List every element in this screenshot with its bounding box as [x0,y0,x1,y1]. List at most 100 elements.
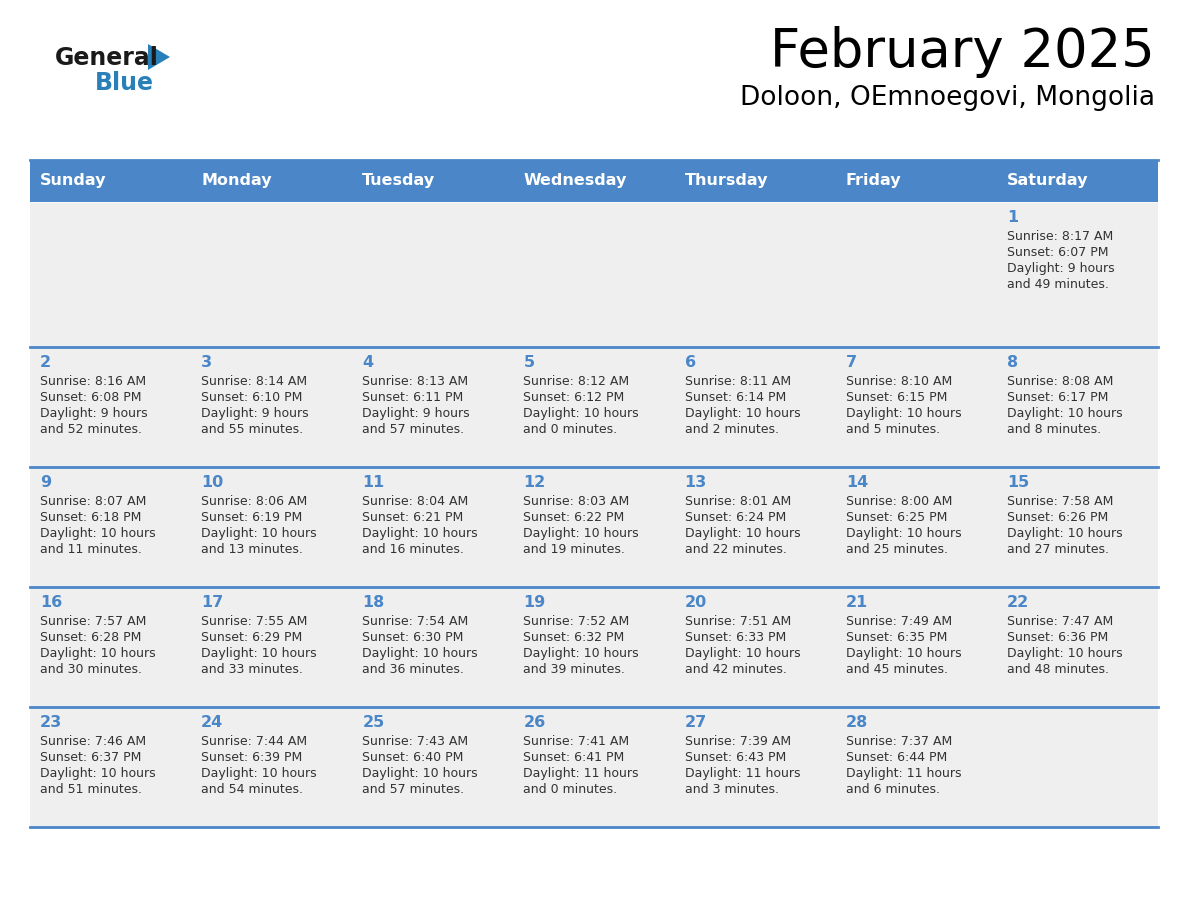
Text: and 57 minutes.: and 57 minutes. [362,423,465,436]
Text: 13: 13 [684,475,707,490]
Text: Daylight: 9 hours: Daylight: 9 hours [362,407,470,420]
Text: Sunset: 6:22 PM: Sunset: 6:22 PM [524,511,625,524]
Text: Doloon, OEmnoegovi, Mongolia: Doloon, OEmnoegovi, Mongolia [740,85,1155,111]
Text: and 6 minutes.: and 6 minutes. [846,783,940,796]
Text: 17: 17 [201,595,223,610]
Text: Sunset: 6:19 PM: Sunset: 6:19 PM [201,511,303,524]
Text: Saturday: Saturday [1007,174,1088,188]
Text: 23: 23 [40,715,62,730]
Text: and 19 minutes.: and 19 minutes. [524,543,625,556]
Text: and 36 minutes.: and 36 minutes. [362,663,465,676]
Text: Sunrise: 8:01 AM: Sunrise: 8:01 AM [684,495,791,508]
Text: and 25 minutes.: and 25 minutes. [846,543,948,556]
Text: Sunrise: 8:04 AM: Sunrise: 8:04 AM [362,495,468,508]
Text: Sunrise: 7:47 AM: Sunrise: 7:47 AM [1007,615,1113,628]
Text: Sunrise: 8:08 AM: Sunrise: 8:08 AM [1007,375,1113,388]
Text: and 54 minutes.: and 54 minutes. [201,783,303,796]
Text: Sunset: 6:32 PM: Sunset: 6:32 PM [524,631,625,644]
Text: Daylight: 9 hours: Daylight: 9 hours [1007,262,1114,275]
Text: Sunset: 6:44 PM: Sunset: 6:44 PM [846,751,947,764]
Text: Sunrise: 8:11 AM: Sunrise: 8:11 AM [684,375,791,388]
Text: and 48 minutes.: and 48 minutes. [1007,663,1108,676]
Text: Tuesday: Tuesday [362,174,436,188]
Text: Sunday: Sunday [40,174,107,188]
Text: Sunset: 6:40 PM: Sunset: 6:40 PM [362,751,463,764]
Text: Daylight: 10 hours: Daylight: 10 hours [684,527,801,540]
Text: Sunset: 6:07 PM: Sunset: 6:07 PM [1007,246,1108,259]
Text: Monday: Monday [201,174,272,188]
Text: Daylight: 10 hours: Daylight: 10 hours [201,527,317,540]
Text: Sunset: 6:15 PM: Sunset: 6:15 PM [846,391,947,404]
Text: Sunrise: 8:13 AM: Sunrise: 8:13 AM [362,375,468,388]
Text: 8: 8 [1007,355,1018,370]
Text: Daylight: 10 hours: Daylight: 10 hours [684,407,801,420]
Text: Daylight: 10 hours: Daylight: 10 hours [40,767,156,780]
Text: and 39 minutes.: and 39 minutes. [524,663,625,676]
Bar [30,347,1158,467]
Text: Sunrise: 7:58 AM: Sunrise: 7:58 AM [1007,495,1113,508]
Text: Sunset: 6:29 PM: Sunset: 6:29 PM [201,631,303,644]
Text: 7: 7 [846,355,857,370]
Text: Sunrise: 7:55 AM: Sunrise: 7:55 AM [201,615,308,628]
Text: Daylight: 11 hours: Daylight: 11 hours [684,767,800,780]
Text: Sunset: 6:14 PM: Sunset: 6:14 PM [684,391,785,404]
Text: Daylight: 10 hours: Daylight: 10 hours [362,527,478,540]
Text: Daylight: 9 hours: Daylight: 9 hours [201,407,309,420]
Text: Daylight: 10 hours: Daylight: 10 hours [201,647,317,660]
Text: and 55 minutes.: and 55 minutes. [201,423,303,436]
Text: 11: 11 [362,475,385,490]
Bar [30,707,1158,827]
Text: 18: 18 [362,595,385,610]
Text: Daylight: 10 hours: Daylight: 10 hours [362,767,478,780]
Text: and 5 minutes.: and 5 minutes. [846,423,940,436]
Text: Daylight: 11 hours: Daylight: 11 hours [524,767,639,780]
Text: Daylight: 9 hours: Daylight: 9 hours [40,407,147,420]
Text: February 2025: February 2025 [770,26,1155,78]
Text: Daylight: 10 hours: Daylight: 10 hours [524,527,639,540]
Text: Sunrise: 8:03 AM: Sunrise: 8:03 AM [524,495,630,508]
Text: Daylight: 10 hours: Daylight: 10 hours [1007,527,1123,540]
Text: and 30 minutes.: and 30 minutes. [40,663,143,676]
Text: and 8 minutes.: and 8 minutes. [1007,423,1101,436]
Text: Sunset: 6:28 PM: Sunset: 6:28 PM [40,631,141,644]
Text: 28: 28 [846,715,868,730]
Text: Sunset: 6:39 PM: Sunset: 6:39 PM [201,751,303,764]
Text: and 33 minutes.: and 33 minutes. [201,663,303,676]
Text: Sunrise: 7:43 AM: Sunrise: 7:43 AM [362,735,468,748]
Text: Daylight: 10 hours: Daylight: 10 hours [1007,407,1123,420]
Text: Sunrise: 8:06 AM: Sunrise: 8:06 AM [201,495,308,508]
Text: Blue: Blue [95,71,154,95]
Text: Daylight: 10 hours: Daylight: 10 hours [846,407,961,420]
Text: Sunrise: 7:49 AM: Sunrise: 7:49 AM [846,615,952,628]
Text: 27: 27 [684,715,707,730]
Text: Sunset: 6:43 PM: Sunset: 6:43 PM [684,751,785,764]
Text: Sunrise: 7:51 AM: Sunrise: 7:51 AM [684,615,791,628]
Text: and 22 minutes.: and 22 minutes. [684,543,786,556]
Text: Sunset: 6:08 PM: Sunset: 6:08 PM [40,391,141,404]
Text: and 42 minutes.: and 42 minutes. [684,663,786,676]
Text: 4: 4 [362,355,373,370]
Text: and 52 minutes.: and 52 minutes. [40,423,143,436]
Text: 14: 14 [846,475,868,490]
Text: General: General [55,46,159,70]
Text: Daylight: 10 hours: Daylight: 10 hours [524,407,639,420]
Text: 26: 26 [524,715,545,730]
Text: 25: 25 [362,715,385,730]
Text: Sunset: 6:37 PM: Sunset: 6:37 PM [40,751,141,764]
Bar [30,160,1158,202]
Text: and 57 minutes.: and 57 minutes. [362,783,465,796]
Text: Thursday: Thursday [684,174,769,188]
Text: Sunset: 6:35 PM: Sunset: 6:35 PM [846,631,947,644]
Text: 20: 20 [684,595,707,610]
Text: Daylight: 10 hours: Daylight: 10 hours [201,767,317,780]
Text: Sunrise: 7:39 AM: Sunrise: 7:39 AM [684,735,791,748]
Text: 19: 19 [524,595,545,610]
Text: Friday: Friday [846,174,902,188]
Text: 22: 22 [1007,595,1029,610]
Text: 5: 5 [524,355,535,370]
Text: Daylight: 10 hours: Daylight: 10 hours [684,647,801,660]
Text: Daylight: 10 hours: Daylight: 10 hours [846,647,961,660]
Text: 21: 21 [846,595,868,610]
Text: Sunrise: 7:57 AM: Sunrise: 7:57 AM [40,615,146,628]
Text: Sunrise: 8:17 AM: Sunrise: 8:17 AM [1007,230,1113,243]
